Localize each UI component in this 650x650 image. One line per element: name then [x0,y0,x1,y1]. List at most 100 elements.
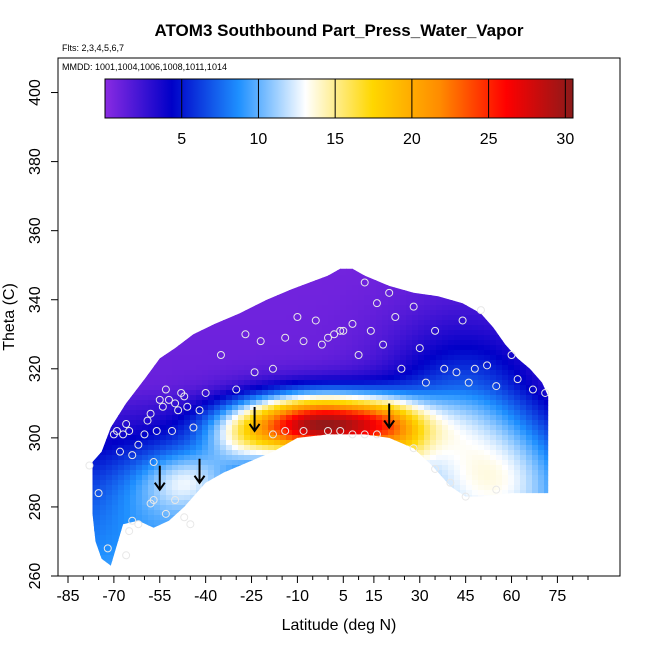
heatmap-cell [580,375,587,381]
heatmap-cell [304,280,311,286]
heatmap-cell [280,325,287,331]
heatmap-cell [496,520,503,526]
heatmap-cell [94,375,101,381]
heatmap-cell [376,260,383,266]
heatmap-cell [376,275,383,281]
heatmap-cell [382,475,389,481]
heatmap-cell [130,255,137,261]
heatmap-cell [496,500,503,506]
heatmap-cell [526,420,533,426]
heatmap-cell [130,270,137,276]
heatmap-cell [430,440,437,446]
heatmap-cell [466,325,473,331]
heatmap-cell [304,275,311,281]
heatmap-cell [574,355,581,361]
heatmap-cell [460,365,467,371]
heatmap-cell [130,280,137,286]
heatmap-cell [232,425,239,431]
heatmap-cell [160,400,167,406]
heatmap-cell [472,310,479,316]
heatmap-cell [274,405,281,411]
heatmap-cell [154,520,161,526]
heatmap-cell [262,445,269,451]
heatmap-cell [142,295,149,301]
heatmap-cell [226,490,233,496]
heatmap-cell [214,375,221,381]
heatmap-cell [490,465,497,471]
heatmap-cell [250,315,257,321]
heatmap-cell [388,505,395,511]
heatmap-cell [226,480,233,486]
heatmap-cell [202,445,209,451]
heatmap-cell [466,290,473,296]
heatmap-cell [136,340,143,346]
heatmap-cell [400,310,407,316]
heatmap-cell [220,515,227,521]
heatmap-cell [82,365,89,371]
heatmap-cell [496,460,503,466]
heatmap-cell [400,240,407,246]
heatmap-cell [436,325,443,331]
heatmap-cell [100,510,107,516]
heatmap-cell [280,405,287,411]
heatmap-cell [268,460,275,466]
heatmap-cell [376,400,383,406]
heatmap-cell [154,410,161,416]
heatmap-cell [496,410,503,416]
heatmap-cell [184,270,191,276]
heatmap-cell [274,300,281,306]
heatmap-cell [256,400,263,406]
heatmap-cell [106,395,113,401]
heatmap-cell [316,435,323,441]
heatmap-cell [424,415,431,421]
heatmap-cell [142,290,149,296]
heatmap-cell [562,255,569,261]
heatmap-cell [508,420,515,426]
heatmap-cell [172,355,179,361]
heatmap-cell [136,370,143,376]
heatmap-cell [562,280,569,286]
heatmap-cell [298,470,305,476]
heatmap-cell [304,505,311,511]
heatmap-cell [574,285,581,291]
heatmap-cell [118,295,125,301]
heatmap-cell [346,305,353,311]
heatmap-cell [502,310,509,316]
heatmap-cell [328,480,335,486]
heatmap-cell [412,465,419,471]
heatmap-cell [574,505,581,511]
heatmap-cell [442,325,449,331]
heatmap-cell [520,240,527,246]
heatmap-cell [202,315,209,321]
heatmap-cell [100,360,107,366]
heatmap-cell [484,505,491,511]
heatmap-cell [340,355,347,361]
heatmap-cell [220,475,227,481]
heatmap-cell [400,345,407,351]
heatmap-cell [250,270,257,276]
heatmap-cell [82,495,89,501]
heatmap-cell [550,405,557,411]
heatmap-cell [394,345,401,351]
heatmap-cell [334,305,341,311]
heatmap-cell [310,340,317,346]
heatmap-cell [406,415,413,421]
heatmap-cell [250,250,257,256]
heatmap-cell [160,425,167,431]
heatmap-cell [388,380,395,386]
heatmap-cell [172,420,179,426]
heatmap-cell [142,275,149,281]
heatmap-cell [466,320,473,326]
heatmap-cell [136,460,143,466]
heatmap-cell [316,425,323,431]
heatmap-cell [430,395,437,401]
heatmap-cell [76,330,83,336]
heatmap-cell [424,375,431,381]
heatmap-cell [412,240,419,246]
heatmap-cell [580,420,587,426]
heatmap-cell [304,440,311,446]
heatmap-cell [256,405,263,411]
heatmap-cell [430,500,437,506]
heatmap-cell [448,285,455,291]
heatmap-cell [148,325,155,331]
